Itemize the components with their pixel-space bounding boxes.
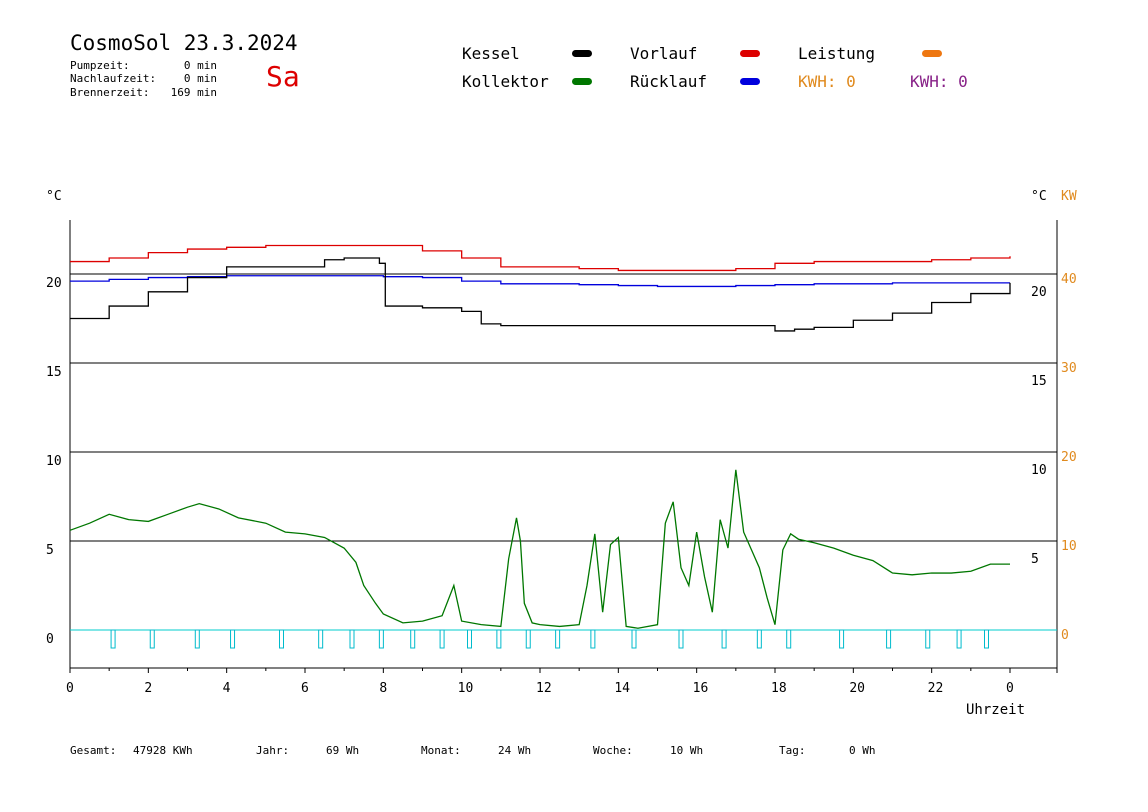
y-tick-right-kw: 20 [1061,450,1077,465]
left-unit-label: °C [46,189,62,204]
legend-ruecklauf-label: Rücklauf [630,72,708,91]
series-line-kollektor [69,469,1010,629]
pump-pulse [925,629,931,649]
pump-pulse [756,629,762,649]
pump-pulse [956,629,962,649]
y-tick-right-kw: 0 [1061,628,1069,643]
pump-pulse [678,629,684,649]
pump-pulse [378,629,384,649]
x-axis-label: Uhrzeit [966,702,1025,718]
pump-pulse [110,629,116,649]
pump-pulse [721,629,727,649]
footer-woche-label: Woche: [593,744,633,757]
footer-monat-label: Monat: [421,744,461,757]
info-value-nachlaufzeit: 0 min [183,72,217,85]
y-tick-right-kw: 40 [1061,272,1077,287]
series-line-kessel [70,257,1011,332]
y-tick-left: 5 [46,543,54,558]
pump-pulse [786,629,792,649]
legend-leistung-swatch [922,50,942,57]
y-tick-right-c: 10 [1031,463,1047,478]
y-tick-left: 10 [46,454,62,469]
pump-pulse [149,629,155,649]
legend-kessel-swatch [572,50,592,57]
pump-pulse [279,629,284,649]
kwh-purple-value: KWH: 0 [910,72,968,91]
y-tick-right-kw: 30 [1061,361,1077,376]
legend-kollektor-swatch [572,78,592,85]
legend-vorlauf-label: Vorlauf [630,44,698,63]
pump-pulse [631,629,637,649]
kwh-orange-value: KWH: 0 [798,72,856,91]
x-tick-label: 14 [614,681,630,696]
legend-vorlauf-swatch [740,50,760,57]
legend-ruecklauf-swatch [740,78,760,85]
x-tick-label: 4 [223,681,231,696]
footer-jahr-value: 69 Wh [326,744,360,757]
series-line-ruecklauf [70,275,1010,288]
pump-pulse [555,629,561,649]
right-unit-c-label: °C [1031,189,1047,204]
x-tick-label: 20 [849,681,865,696]
y-tick-right-kw: 10 [1061,539,1077,554]
footer-gesamt-value: 47928 KWh [133,744,193,757]
legend-kessel-label: Kessel [462,44,520,63]
pump-pulse [230,629,236,649]
y-tick-left: 0 [46,632,54,647]
x-tick-label: 8 [379,681,387,696]
x-tick-label: 16 [693,681,709,696]
pump-pulse [318,629,324,649]
footer-jahr-label: Jahr: [256,744,290,757]
pump-pulse [839,629,845,649]
footer-woche-value: 10 Wh [670,744,704,757]
y-tick-left: 20 [46,276,62,291]
pump-pulse [590,629,596,649]
pump-pulse [410,629,416,649]
footer-monat-value: 24 Wh [498,744,532,757]
y-tick-right-c: 20 [1031,285,1047,300]
y-tick-left: 15 [46,365,62,380]
x-tick-label: 10 [458,681,474,696]
right-unit-kw-label: KW [1061,189,1077,204]
pump-pulse [349,629,355,649]
legend-leistung-label: Leistung [798,44,876,63]
y-tick-right-c: 15 [1031,374,1047,389]
x-tick-label: 2 [144,681,152,696]
info-label-brennerzeit: Brennerzeit: [70,86,150,99]
info-label-pumpzeit: Pumpzeit: [70,59,130,72]
x-tick-label: 0 [1006,681,1014,696]
x-tick-label: 0 [66,681,74,696]
pump-pulse [439,629,445,649]
info-label-nachlaufzeit: Nachlaufzeit: [70,72,157,85]
pump-pulse [467,629,472,649]
x-tick-label: 22 [928,681,944,696]
pump-pulse [886,629,892,649]
x-tick-label: 12 [536,681,552,696]
pump-pulse [984,629,989,649]
x-tick-label: 6 [301,681,309,696]
pump-pulse [194,629,200,649]
y-tick-right-c: 5 [1031,552,1039,567]
pump-pulse [496,629,502,649]
legend-kollektor-label: Kollektor [462,72,549,91]
info-value-pumpzeit: 0 min [183,59,217,72]
footer-tag-label: Tag: [779,744,806,757]
weekday-label: Sa [266,60,300,93]
pump-pulse [525,629,531,649]
x-tick-label: 18 [771,681,787,696]
info-value-brennerzeit: 169 min [170,86,217,99]
footer-gesamt-label: Gesamt: [70,744,117,757]
footer-tag-value: 0 Wh [849,744,876,757]
series-line-vorlauf [70,244,1011,272]
page-title: CosmoSol 23.3.2024 [70,31,298,55]
